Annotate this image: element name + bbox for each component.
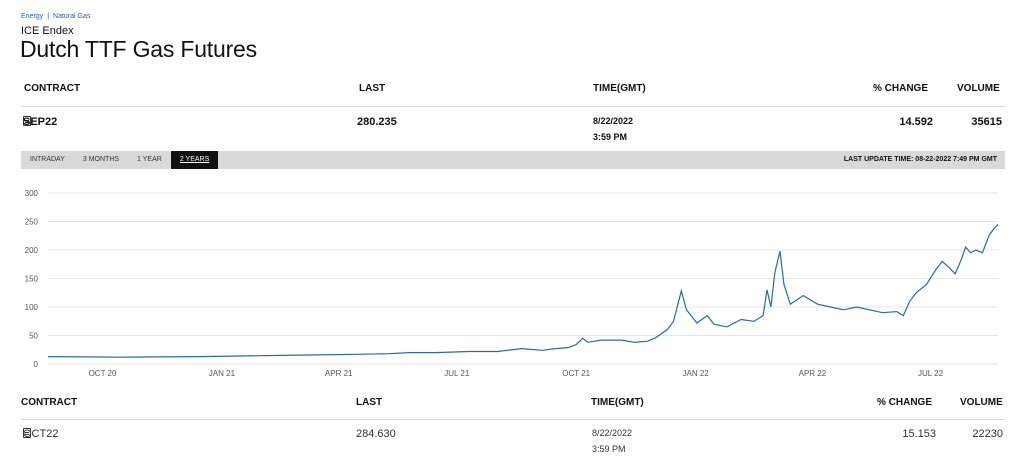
header-contract: CONTRACT [21, 397, 78, 408]
header-volume: VOLUME [960, 397, 1003, 408]
contract-cell[interactable]: SEP22 [23, 116, 57, 128]
x-tick-label: JUL 21 [444, 369, 470, 378]
contract-code: SEP22 [23, 116, 58, 128]
page-title: Dutch TTF Gas Futures [20, 36, 257, 62]
contract-code: OCT22 [23, 428, 59, 440]
header-last: LAST [356, 397, 383, 408]
y-tick-label: 0 [34, 360, 39, 369]
header-volume: VOLUME [957, 83, 1000, 94]
contract-cell[interactable]: OCT22 [23, 428, 58, 440]
tab-3-months[interactable]: 3 MONTHS [82, 156, 120, 163]
trade-time: 3:59 PM [592, 444, 626, 454]
x-tick-label: OCT 20 [89, 369, 117, 378]
volume-value: 35615 [971, 116, 1002, 128]
header-last: LAST [359, 83, 386, 94]
x-tick-label: OCT 21 [562, 369, 590, 378]
change-value: 15.153 [902, 428, 936, 440]
table-header: CONTRACT LAST TIME(GMT) % CHANGE VOLUME [21, 397, 1005, 417]
y-tick-label: 250 [25, 218, 39, 227]
x-tick-label: JAN 21 [209, 369, 236, 378]
y-tick-label: 300 [25, 189, 39, 198]
header-change: % CHANGE [873, 83, 929, 94]
chart-grid [48, 192, 998, 365]
volume-value: 22230 [972, 428, 1003, 440]
change-value: 14.592 [899, 116, 933, 128]
table-row[interactable]: OCT22 284.630 8/22/2022 3:59 PM 15.153 2… [21, 428, 1005, 463]
table-header: CONTRACT LAST TIME(GMT) % CHANGE VOLUME [21, 83, 1005, 103]
x-tick-label: JAN 22 [682, 369, 709, 378]
x-axis: OCT 20 JAN 21 APR 21 JUL 21 OCT 21 JAN 22 APR … [89, 369, 944, 378]
header-time: TIME(GMT) [593, 83, 646, 94]
y-tick-label: 200 [25, 246, 39, 255]
y-axis: 0 50 100 150 200 250 300 [25, 189, 39, 369]
divider [21, 419, 1005, 420]
last-value: 280.235 [357, 116, 397, 128]
last-value: 284.630 [356, 428, 396, 440]
tab-1-year[interactable]: 1 YEAR [137, 156, 162, 163]
trade-date: 8/22/2022 [593, 116, 634, 126]
x-tick-label: JUL 22 [918, 369, 944, 378]
table-row[interactable]: SEP22 280.235 8/22/2022 3:59 PM 14.592 3… [21, 116, 1005, 152]
trade-time: 3:59 PM [593, 132, 628, 142]
tab-2-years[interactable]: 2 YEARS [170, 151, 219, 169]
tab-intraday[interactable]: INTRADAY [30, 156, 65, 163]
breadcrumb-energy[interactable]: Energy [21, 13, 44, 20]
header-contract: CONTRACT [24, 83, 81, 94]
breadcrumb-natural-gas[interactable]: Natural Gas [53, 13, 91, 20]
y-tick-label: 150 [25, 275, 39, 284]
x-tick-label: APR 22 [799, 369, 827, 378]
range-tabbar: INTRADAY 3 MONTHS 1 YEAR 2 YEARS LAST UP… [21, 151, 1005, 169]
y-tick-label: 100 [25, 303, 39, 312]
y-tick-label: 50 [29, 332, 38, 341]
divider [21, 106, 1005, 107]
header-time: TIME(GMT) [591, 397, 644, 408]
series-line [47, 223, 999, 358]
x-tick-label: APR 21 [325, 369, 353, 378]
breadcrumb-separator: | [47, 13, 50, 20]
last-update-time: LAST UPDATE TIME: 08-22-2022 7:49 PM GMT [843, 156, 997, 163]
trade-date: 8/22/2022 [592, 428, 633, 438]
document-icon [23, 116, 31, 126]
exchange-name: ICE Endex [21, 25, 74, 37]
header-change: % CHANGE [877, 397, 933, 408]
document-icon [23, 428, 31, 438]
price-chart[interactable]: 0 50 100 150 200 250 300 OCT 20 JAN 21 APR 21 JUL… [0, 178, 1024, 378]
breadcrumb: Energy | Natural Gas [21, 13, 90, 20]
